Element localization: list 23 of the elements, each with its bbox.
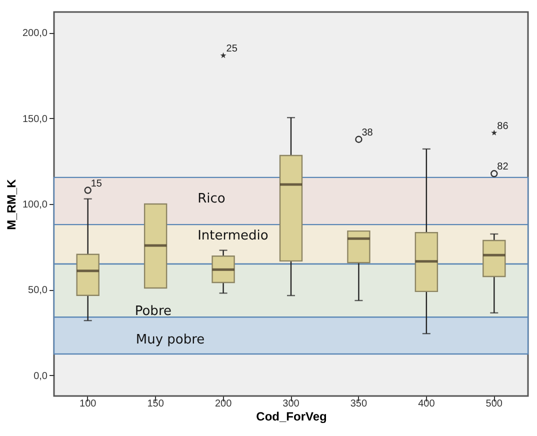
y-tick-label: 0,0 xyxy=(34,370,48,382)
annotation: 38 xyxy=(362,127,374,138)
y-tick-label: 150,0 xyxy=(22,114,48,125)
band-label: Muy pobre xyxy=(136,332,205,348)
x-tick-label: 150 xyxy=(147,398,164,410)
x-tick-label: 100 xyxy=(80,398,97,410)
y-tick-label: 200,0 xyxy=(22,28,48,40)
annotation: 86 xyxy=(497,120,509,132)
y-axis-title: M_RM_K xyxy=(4,178,18,230)
x-tick-label: 400 xyxy=(418,398,436,410)
x-tick-label: 300 xyxy=(282,398,300,410)
y-tick-label: 100,0 xyxy=(22,200,48,210)
y-tick-label: 50,0 xyxy=(28,285,48,296)
x-tick-label: 200 xyxy=(214,398,232,410)
x-tick-label: 350 xyxy=(350,398,368,410)
band-label: Rico xyxy=(198,192,226,207)
band-label: Pobre xyxy=(134,304,172,319)
x-tick-label: 500 xyxy=(486,398,503,410)
annotation: 82 xyxy=(497,162,509,173)
x-axis-title: Cod_ForVeg xyxy=(256,410,327,424)
band-label: Intermedio xyxy=(198,228,268,244)
annotation: 25 xyxy=(226,44,238,55)
annotation: 15 xyxy=(90,178,102,190)
